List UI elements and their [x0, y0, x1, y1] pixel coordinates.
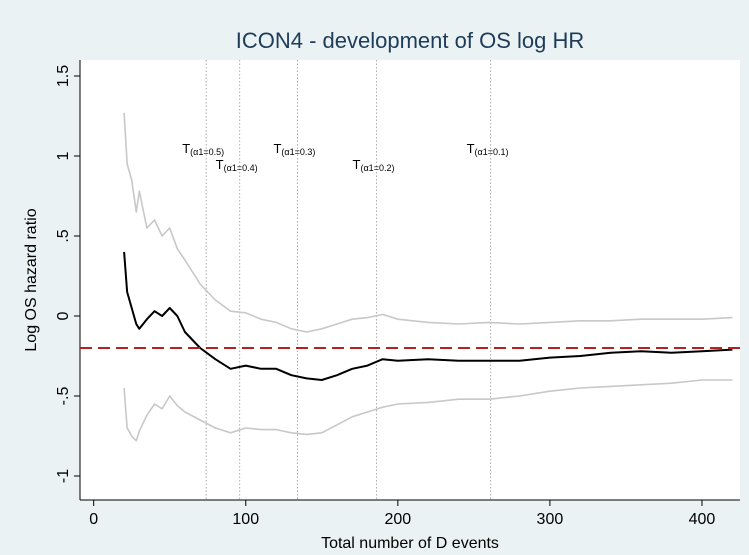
y-tick-label: 1.5 [55, 65, 72, 87]
threshold-label-sub: (α1=0.1) [475, 147, 509, 157]
x-tick-label: 100 [232, 511, 259, 528]
threshold-label: T(α1=0.1) [467, 141, 509, 157]
threshold-label: T(α1=0.4) [216, 157, 258, 173]
y-tick-label: -.5 [55, 387, 72, 406]
threshold-label-main: T [467, 141, 475, 156]
threshold-label-sub: (α1=0.3) [281, 147, 315, 157]
plot-area [80, 60, 740, 500]
x-axis-label: Total number of D events [321, 535, 499, 552]
x-tick-label: 300 [537, 511, 564, 528]
threshold-label-sub: (α1=0.2) [360, 163, 394, 173]
threshold-label: T(α1=0.5) [182, 141, 224, 157]
threshold-label: T(α1=0.3) [273, 141, 315, 157]
y-tick-label: 1 [55, 151, 72, 160]
y-tick-label: .5 [55, 229, 72, 242]
threshold-label-main: T [353, 157, 361, 172]
threshold-label-sub: (α1=0.5) [190, 147, 224, 157]
x-tick-label: 200 [384, 511, 411, 528]
x-tick-label: 400 [689, 511, 716, 528]
threshold-label: T(α1=0.2) [353, 157, 395, 173]
chart-title: ICON4 - development of OS log HR [236, 28, 584, 53]
y-tick-label: 0 [55, 311, 72, 320]
y-tick-label: -1 [55, 469, 72, 483]
series-line [123, 251, 733, 381]
x-tick-label: 0 [89, 511, 98, 528]
threshold-label-main: T [216, 157, 224, 172]
y-axis-label: Log OS hazard ratio [23, 208, 40, 351]
threshold-label-sub: (α1=0.4) [224, 163, 258, 173]
series-line [123, 379, 733, 442]
series-line [123, 112, 733, 333]
threshold-label-main: T [273, 141, 281, 156]
threshold-label-main: T [182, 141, 190, 156]
